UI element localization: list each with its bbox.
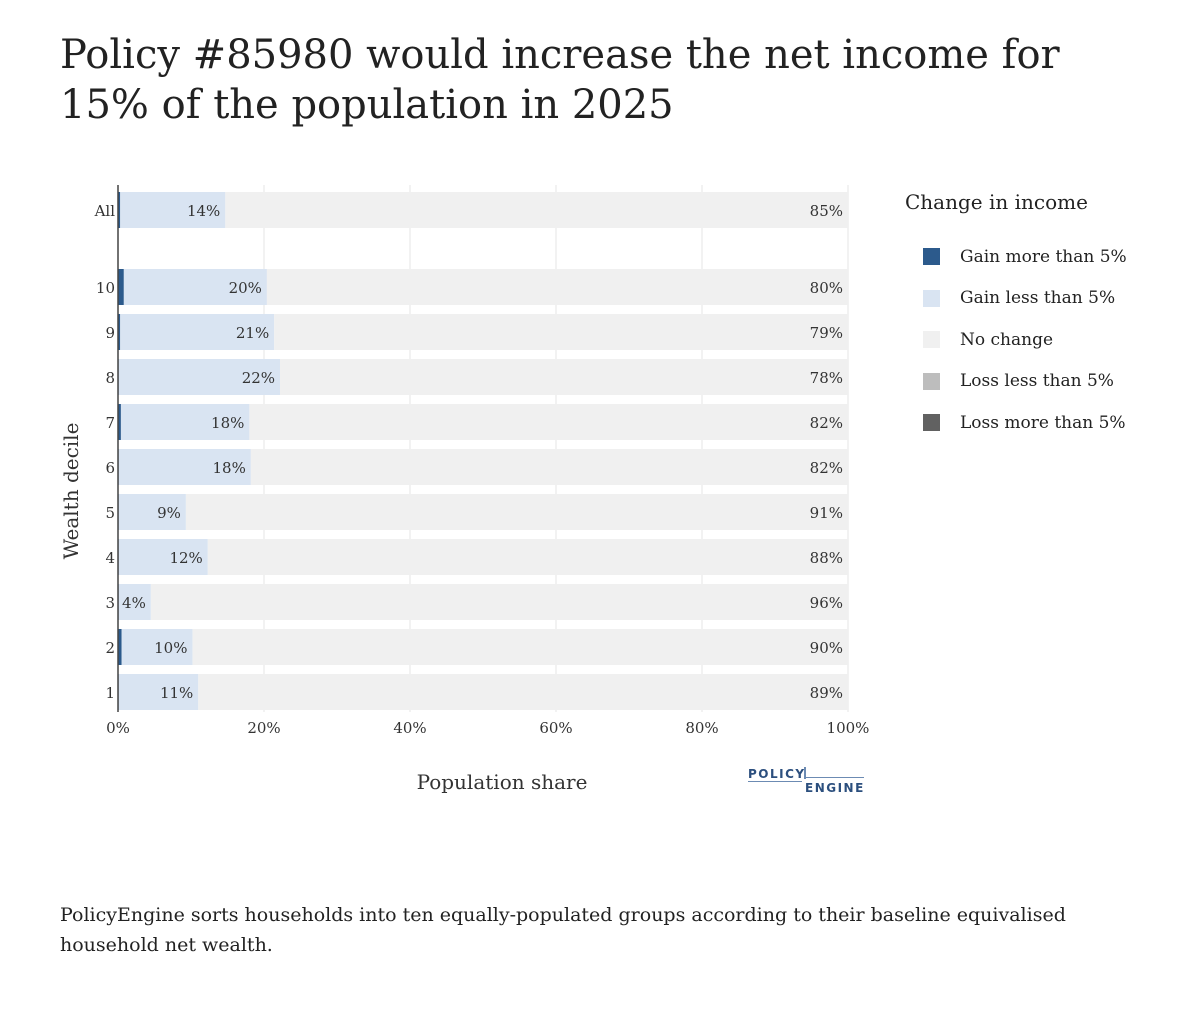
data-label-gain: 9% xyxy=(157,504,181,522)
policyengine-logo: POLICY ENGINE xyxy=(748,767,868,799)
bar-segment xyxy=(150,584,849,620)
bar-segment xyxy=(120,404,250,440)
data-label-gain: 20% xyxy=(229,279,262,297)
data-label-no-change: 82% xyxy=(810,414,843,432)
bar-segment xyxy=(118,269,124,305)
legend-label: Gain less than 5% xyxy=(960,288,1116,309)
bar-segment xyxy=(120,314,275,350)
logo-text-policy: POLICY xyxy=(748,767,806,781)
bar-segment xyxy=(121,629,193,665)
data-label-no-change: 78% xyxy=(810,369,843,387)
data-label-gain: 21% xyxy=(236,324,269,342)
bar-segment xyxy=(198,674,849,710)
data-label-no-change: 96% xyxy=(810,594,843,612)
data-label-no-change: 79% xyxy=(810,324,843,342)
bar-segment xyxy=(274,314,849,350)
bar-segment xyxy=(118,494,186,530)
y-tick-label: 9 xyxy=(105,324,115,342)
data-label-gain: 4% xyxy=(122,594,146,612)
bar-segment xyxy=(118,404,121,440)
x-axis-title: Population share xyxy=(417,770,588,794)
data-label-gain: 18% xyxy=(211,414,244,432)
bar-segment xyxy=(120,192,226,228)
legend-label: No change xyxy=(960,329,1054,350)
legend-label: Gain more than 5% xyxy=(960,246,1127,267)
y-tick-label: All xyxy=(94,202,116,220)
data-label-no-change: 82% xyxy=(810,459,843,477)
legend-label: Loss less than 5% xyxy=(960,371,1114,392)
y-tick-label: 7 xyxy=(105,414,115,432)
chart-title: Policy #85980 would increase the net inc… xyxy=(60,32,1060,128)
bar-segment xyxy=(225,192,848,228)
legend-swatch xyxy=(923,331,940,349)
data-label-gain: 12% xyxy=(169,549,202,567)
bar-segment xyxy=(185,494,848,530)
bar-segment xyxy=(249,404,848,440)
bar-segment xyxy=(266,269,848,305)
data-label-gain: 11% xyxy=(160,684,193,702)
y-tick-label: 1 xyxy=(105,684,115,702)
legend-swatch xyxy=(923,248,940,266)
y-tick-label: 6 xyxy=(105,459,115,477)
x-tick-label: 60% xyxy=(539,719,572,737)
data-label-no-change: 85% xyxy=(810,202,843,220)
legend: Change in income Gain more than 5% Gain l… xyxy=(905,190,1185,444)
chart-caption: PolicyEngine sorts households into ten e… xyxy=(60,904,1066,956)
y-tick-label: 4 xyxy=(105,549,115,567)
data-label-gain: 18% xyxy=(213,459,246,477)
y-tick-label: 5 xyxy=(105,504,115,522)
legend-item[interactable]: Loss less than 5% xyxy=(905,361,1185,403)
data-label-no-change: 80% xyxy=(810,279,843,297)
y-tick-label: 10 xyxy=(96,279,115,297)
bar-segment xyxy=(118,192,121,228)
data-label-no-change: 89% xyxy=(810,684,843,702)
bar-segment xyxy=(118,314,121,350)
x-tick-label: 80% xyxy=(685,719,718,737)
legend-swatch xyxy=(923,372,940,390)
logo-text-engine: ENGINE xyxy=(805,781,865,795)
bar-segment xyxy=(118,674,199,710)
y-tick-label: 2 xyxy=(105,639,115,657)
bar-segment xyxy=(118,449,251,485)
legend-swatch xyxy=(923,289,940,307)
legend-swatch xyxy=(923,414,940,432)
legend-item[interactable]: No change xyxy=(905,319,1185,361)
bar-segment xyxy=(118,359,281,395)
y-tick-label: 8 xyxy=(105,369,115,387)
bar-segment xyxy=(192,629,848,665)
legend-item[interactable]: Gain more than 5% xyxy=(905,236,1185,278)
legend-title: Change in income xyxy=(905,190,1088,214)
data-label-gain: 22% xyxy=(242,369,275,387)
y-axis-title: Wealth decile xyxy=(59,423,83,560)
bar-segment xyxy=(250,449,849,485)
data-label-no-change: 90% xyxy=(810,639,843,657)
data-label-no-change: 88% xyxy=(810,549,843,567)
x-tick-label: 0% xyxy=(106,719,130,737)
data-label-gain: 10% xyxy=(154,639,187,657)
x-tick-label: 40% xyxy=(393,719,426,737)
y-tick-label: 3 xyxy=(105,594,115,612)
bar-segment xyxy=(207,539,849,575)
x-tick-label: 100% xyxy=(827,719,870,737)
legend-item[interactable]: Loss more than 5% xyxy=(905,402,1185,444)
bar-segment xyxy=(118,539,208,575)
bar-segment xyxy=(118,584,151,620)
legend-label: Loss more than 5% xyxy=(960,412,1126,433)
bar-segment xyxy=(280,359,848,395)
legend-item[interactable]: Gain less than 5% xyxy=(905,278,1185,320)
bar-segment xyxy=(123,269,267,305)
x-tick-label: 20% xyxy=(247,719,280,737)
data-label-gain: 14% xyxy=(187,202,220,220)
bar-segment xyxy=(118,629,122,665)
data-label-no-change: 91% xyxy=(810,504,843,522)
